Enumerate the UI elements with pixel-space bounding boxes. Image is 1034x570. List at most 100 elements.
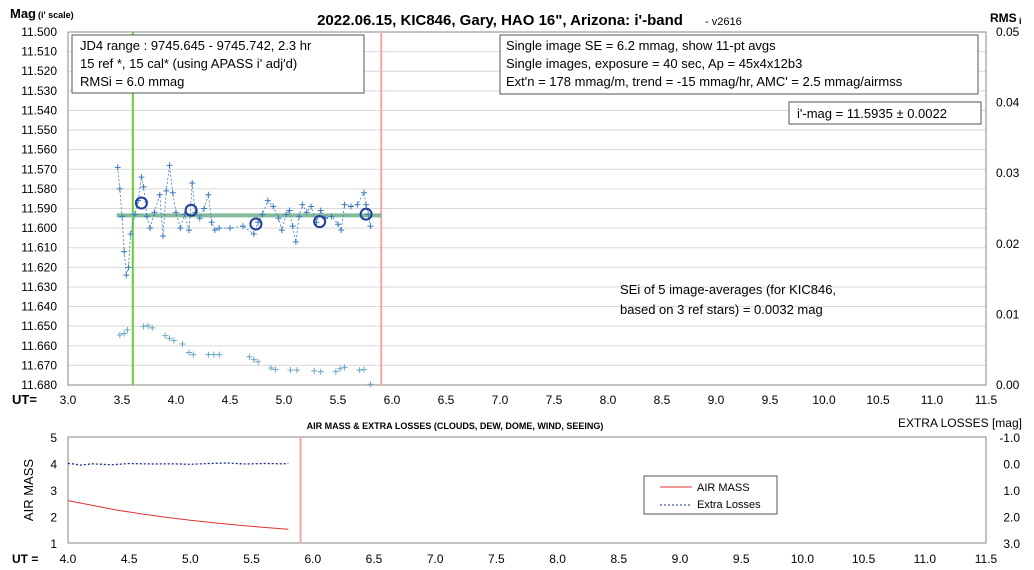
top-x-tick-label: 10.0	[812, 393, 836, 407]
top-plot-frame	[67, 31, 987, 386]
single-image-point	[308, 203, 314, 210]
single-image-point	[299, 201, 306, 208]
bottom-x-tick-label: 7.5	[488, 552, 505, 566]
top-y2-tick-label: 0.00	[996, 378, 1020, 392]
top-y-tick-label: 11.680	[21, 378, 57, 392]
rms-point	[149, 324, 156, 331]
single-image-point	[239, 223, 246, 230]
average-point	[184, 203, 198, 217]
top-x-tick-label: 7.0	[492, 393, 509, 407]
rms-point	[360, 366, 367, 373]
single-image-point	[367, 223, 374, 230]
top-x-tick-label: 5.0	[276, 393, 293, 407]
single-image-point	[173, 209, 179, 216]
rms-point	[185, 349, 192, 356]
bottom-x-tick-label: 5.0	[182, 552, 199, 566]
single-image-point	[286, 207, 293, 214]
single-image-point	[119, 213, 125, 220]
legend-frame	[643, 475, 778, 515]
single-image-point	[138, 174, 145, 181]
single-image-point	[335, 221, 341, 228]
top-x-tick-label: 3.5	[114, 393, 131, 407]
single-image-point	[140, 183, 147, 190]
single-image-point	[338, 227, 345, 234]
single-image-point	[216, 225, 223, 232]
single-image-point	[143, 213, 150, 220]
top-light-curve-chart: 2022.06.15, KIC846, Gary, HAO 16", Arizo…	[10, 6, 1022, 407]
top-x-tick-label: 5.5	[330, 393, 347, 407]
bottom-y2-tick-label: -1.0	[999, 431, 1020, 445]
single-image-point	[289, 223, 296, 230]
top-x-tick-label: 8.0	[600, 393, 617, 407]
top-y-tick-label: 11.500	[21, 25, 57, 39]
extra-losses-line	[67, 462, 289, 466]
rms-point	[216, 351, 223, 358]
sei-note-line-1: SEi of 5 image-averages (for KIC846,	[620, 282, 836, 297]
top-y-tick-labels: 11.500 11.510 11.520 11.530 11.540 11.550 11.5…	[21, 25, 57, 392]
bottom-legend: AIR MASS Extra Losses	[643, 475, 778, 515]
air-mass-line	[67, 500, 289, 530]
mag-result-text: i'-mag = 11.5935 ± 0.0022	[797, 106, 947, 121]
top-y-tick-label: 11.570	[21, 162, 57, 176]
rms-point	[272, 366, 279, 373]
rms-point	[124, 326, 131, 333]
single-image-point	[363, 201, 370, 208]
bottom-x-tick-label: 9.0	[672, 552, 689, 566]
rms-point	[190, 351, 197, 358]
top-chart-title: 2022.06.15, KIC846, Gary, HAO 16", Arizo…	[317, 12, 683, 29]
exposure-info-line-3: Ext'n = 178 mmag/m, trend = -15 mmag/hr,…	[506, 74, 903, 89]
sei-note-line-2: based on 3 ref stars) = 0.0032 mag	[620, 302, 823, 317]
single-image-point	[185, 227, 192, 234]
sei-note: SEi of 5 image-averages (for KIC846, bas…	[620, 282, 836, 317]
single-image-point	[360, 189, 367, 196]
bottom-chart-marks	[67, 437, 302, 543]
top-x-tick-label: 10.5	[866, 393, 890, 407]
single-image-point	[250, 230, 257, 237]
rms-point	[250, 356, 257, 363]
rms-point	[121, 330, 128, 337]
single-image-point	[278, 227, 285, 234]
exposure-info-line-1: Single image SE = 6.2 mmag, show 11-pt a…	[506, 38, 776, 53]
top-y2-tick-label: 0.02	[996, 237, 1020, 251]
single-image-point	[317, 207, 324, 214]
single-image-point	[189, 180, 196, 187]
single-image-point	[292, 238, 299, 245]
top-chart-version: - v2616	[705, 16, 742, 28]
range-info-box: JD4 range : 9745.645 - 9745.742, 2.3 hr …	[71, 34, 365, 94]
bottom-x-tick-label: 11.0	[914, 552, 937, 566]
single-image-point	[163, 187, 170, 194]
bottom-y2-tick-label: 1.0	[1003, 484, 1020, 498]
top-x-tick-label: 6.0	[384, 393, 401, 407]
rms-point	[140, 323, 147, 330]
top-x-tick-label: 8.5	[654, 393, 671, 407]
range-info-line-2: 15 ref *, 15 cal* (using APASS i' adj'd)	[80, 56, 297, 71]
single-image-point	[127, 230, 134, 237]
bottom-x-tick-labels: 4.0 4.5 5.0 5.5 6.0 6.5 7.0 7.5 8.0 8.5 9.0 9.5 10.0…	[60, 552, 998, 566]
range-info-line-1: JD4 range : 9745.645 - 9745.742, 2.3 hr	[80, 38, 312, 53]
single-image-line	[117, 165, 371, 276]
exposure-info-box: Single image SE = 6.2 mmag, show 11-pt a…	[499, 34, 979, 95]
single-image-point	[116, 185, 123, 192]
single-image-point	[114, 164, 121, 171]
bottom-y-tick-label: 1	[50, 537, 57, 551]
rms-point	[210, 351, 217, 358]
bottom-x-tick-label: 6.5	[366, 552, 383, 566]
rms-point	[356, 367, 363, 374]
top-y-tick-label: 11.640	[21, 300, 57, 314]
top-chart-marks	[114, 32, 383, 388]
rms-point	[287, 367, 294, 374]
single-image-point	[196, 215, 203, 222]
bottom-x-tick-label: 5.5	[243, 552, 260, 566]
rms-point	[293, 367, 300, 374]
bottom-x-tick-label: 10.0	[791, 552, 815, 566]
bottom-y-tick-label: 4	[50, 458, 57, 472]
top-y-tick-label: 11.650	[21, 319, 57, 333]
single-image-point	[151, 209, 158, 216]
top-y-axis-label: Mag	[10, 6, 36, 21]
top-y2-tick-label: 0.04	[996, 96, 1020, 110]
single-image-point	[177, 225, 184, 232]
single-image-point	[365, 211, 372, 218]
single-image-point	[201, 205, 208, 212]
bottom-y2-tick-label: 0.0	[1003, 458, 1020, 472]
single-image-point	[169, 189, 176, 196]
